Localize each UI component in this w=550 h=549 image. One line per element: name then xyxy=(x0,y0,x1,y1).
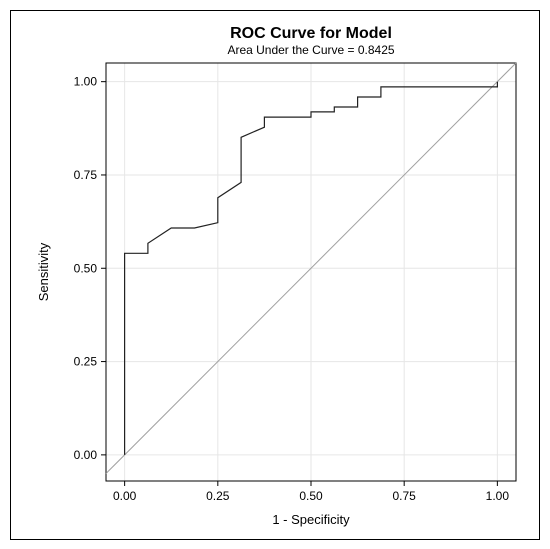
chart-subtitle: Area Under the Curve = 0.8425 xyxy=(227,43,394,57)
x-axis-label: 1 - Specificity xyxy=(272,512,350,527)
roc-curve-line xyxy=(123,81,498,455)
x-tick-label: 0.00 xyxy=(113,489,137,503)
y-axis-label: Sensitivity xyxy=(36,242,51,301)
x-tick-label: 0.50 xyxy=(299,489,323,503)
grid-lines xyxy=(106,63,516,481)
reference-diagonal-line xyxy=(105,62,517,474)
y-tick-label: 0.50 xyxy=(74,261,98,275)
y-tick-label: 0.75 xyxy=(74,168,98,182)
x-tick-label: 0.25 xyxy=(206,489,230,503)
chart-frame: ROC Curve for Model Area Under the Curve… xyxy=(10,10,540,540)
y-tick-label: 0.00 xyxy=(74,448,98,462)
y-tick-label: 1.00 xyxy=(74,75,98,89)
x-tick-label: 0.75 xyxy=(393,489,417,503)
chart-title: ROC Curve for Model xyxy=(230,25,392,42)
axis-ticks: 0.00 0.25 0.50 0.75 1.00 0.00 0.25 0.50 0.75 1.00 xyxy=(74,75,510,503)
x-tick-label: 1.00 xyxy=(486,489,510,503)
roc-chart: ROC Curve for Model Area Under the Curve… xyxy=(36,25,517,527)
y-tick-label: 0.25 xyxy=(74,355,98,369)
series-group xyxy=(105,62,517,474)
